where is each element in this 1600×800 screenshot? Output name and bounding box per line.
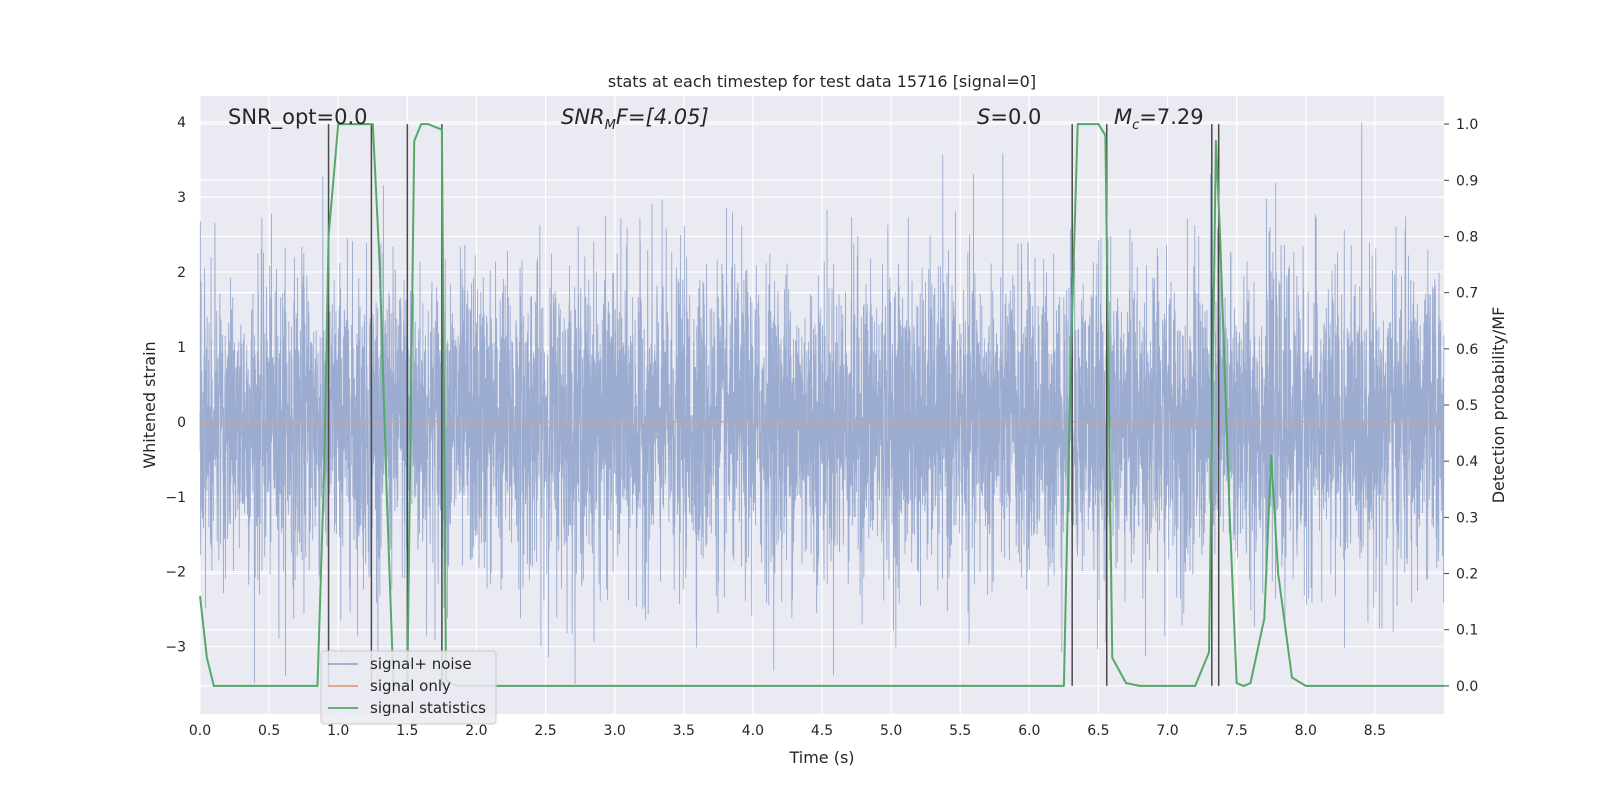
x-axis-ticks: 0.0 0.5 1.0 1.5 2.0 2.5 3.0 3.5 4.0 4.5 5.0 5.5 6.0 6… bbox=[189, 723, 1386, 739]
x-tick-label: 8.0 bbox=[1295, 723, 1317, 739]
x-tick-label: 5.5 bbox=[949, 723, 971, 739]
x-tick-label: 2.5 bbox=[534, 723, 556, 739]
snr-mf-base: SNR bbox=[561, 105, 605, 129]
y-axis-ticks: −3 −2 −1 0 1 2 3 4 bbox=[165, 115, 186, 655]
y-tick-label: 0 bbox=[177, 415, 186, 431]
y2-tick-label: 0.3 bbox=[1456, 510, 1478, 526]
y2-axis-title: Detection probability/MF bbox=[1489, 307, 1508, 504]
x-tick-label: 0.5 bbox=[258, 723, 280, 739]
x-tick-label: 3.5 bbox=[673, 723, 695, 739]
signal-statistics-line bbox=[199, 123, 1444, 687]
y2-tick-label: 0.8 bbox=[1456, 229, 1478, 245]
y2-tick-label: 1.0 bbox=[1456, 117, 1478, 133]
x-tick-label: 8.5 bbox=[1364, 723, 1386, 739]
annotation-snr-opt: SNR_opt=0.0 bbox=[228, 105, 368, 130]
y-tick-label: −3 bbox=[165, 640, 186, 656]
y-axis-title: Whitened strain bbox=[140, 341, 159, 468]
y2-tick-label: 0.1 bbox=[1456, 623, 1478, 639]
y2-tick-label: 0.2 bbox=[1456, 567, 1478, 583]
x-tick-label: 7.0 bbox=[1156, 723, 1178, 739]
y-tick-label: 2 bbox=[177, 265, 186, 281]
x-tick-label: 5.0 bbox=[880, 723, 902, 739]
y2-tick-label: 0.5 bbox=[1456, 398, 1478, 414]
mc-rest: =7.29 bbox=[1139, 105, 1203, 129]
x-tick-label: 1.0 bbox=[327, 723, 349, 739]
y2-axis-ticks: 0.0 0.1 0.2 0.3 0.4 0.5 0.6 0.7 0.8 0.9 1.0 bbox=[1444, 117, 1478, 695]
legend-box bbox=[320, 650, 497, 725]
legend-label-stats: signal statistics bbox=[370, 699, 486, 717]
s-var: S bbox=[977, 105, 990, 129]
legend-label-signal: signal only bbox=[370, 677, 451, 695]
annotation-s: S=0.0 bbox=[977, 105, 1041, 129]
annotation-snr-mf: SNRMF=[4.05] bbox=[561, 105, 709, 133]
x-tick-label: 7.5 bbox=[1226, 723, 1248, 739]
snr-mf-sub: M bbox=[605, 118, 616, 133]
mc-var: M bbox=[1114, 105, 1132, 129]
x-tick-label: 6.0 bbox=[1018, 723, 1040, 739]
x-axis-title: Time (s) bbox=[788, 748, 854, 767]
signal-statistics-series bbox=[199, 123, 1444, 687]
annotation-mc: Mc=7.29 bbox=[1114, 105, 1204, 133]
y-tick-label: 4 bbox=[177, 115, 186, 131]
x-tick-label: 1.5 bbox=[396, 723, 418, 739]
x-tick-label: 4.5 bbox=[811, 723, 833, 739]
x-tick-label: 2.0 bbox=[465, 723, 487, 739]
y-tick-label: −2 bbox=[165, 565, 186, 581]
chart-title: stats at each timestep for test data 157… bbox=[608, 72, 1036, 91]
y-tick-label: 3 bbox=[177, 190, 186, 206]
mc-sub: c bbox=[1132, 118, 1139, 133]
x-tick-label: 3.0 bbox=[604, 723, 626, 739]
y2-tick-label: 0.0 bbox=[1456, 679, 1478, 695]
snr-mf-rest: F=[4.05] bbox=[616, 105, 709, 129]
legend-label-noise: signal+ noise bbox=[370, 655, 472, 673]
y2-tick-label: 0.6 bbox=[1456, 342, 1478, 358]
legend: signal+ noise signal only signal statist… bbox=[320, 650, 497, 725]
x-tick-label: 4.0 bbox=[742, 723, 764, 739]
y-tick-label: −1 bbox=[165, 490, 186, 506]
s-rest: =0.0 bbox=[990, 105, 1041, 129]
y2-tick-label: 0.7 bbox=[1456, 286, 1478, 302]
y-tick-label: 1 bbox=[177, 340, 186, 356]
x-tick-label: 0.0 bbox=[189, 723, 211, 739]
x-tick-label: 6.5 bbox=[1087, 723, 1109, 739]
y2-tick-label: 0.4 bbox=[1456, 454, 1478, 470]
y2-tick-label: 0.9 bbox=[1456, 173, 1478, 189]
